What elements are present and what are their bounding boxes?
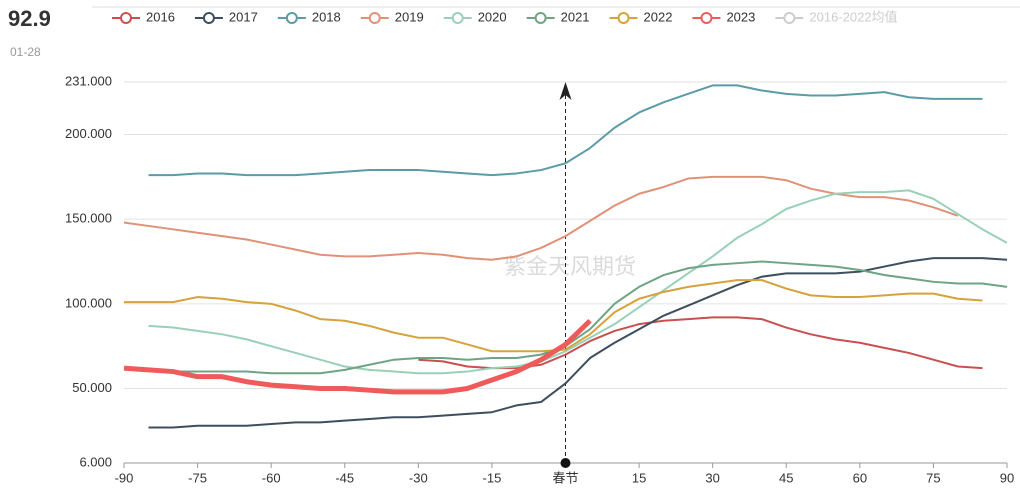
series-line — [123, 175, 959, 261]
legend-marker — [700, 12, 713, 24]
header-value: 92.9 — [8, 6, 51, 31]
header-date: 01-28 — [10, 45, 41, 59]
x-tick-label: -45 — [335, 470, 354, 485]
legend-marker — [285, 12, 298, 24]
x-tick-label: 60 — [853, 470, 867, 485]
x-tick-label: 30 — [705, 470, 719, 485]
legend-marker — [368, 12, 381, 24]
x-tick-label: -60 — [262, 470, 281, 485]
series-line — [148, 84, 983, 177]
series-line — [148, 189, 1008, 375]
legend-label: 2017 — [229, 9, 258, 24]
y-tick-label: 50.000 — [72, 380, 112, 395]
legend-label: 2023 — [726, 9, 755, 24]
x-tick-label: -75 — [188, 470, 207, 485]
y-tick-label: 200.000 — [65, 126, 112, 141]
legend-marker — [534, 12, 547, 24]
legend-marker — [202, 12, 215, 24]
x-tick-label: 45 — [779, 470, 793, 485]
y-tick-label: 231.000 — [65, 73, 112, 88]
legend-marker — [617, 12, 630, 24]
watermark: 紫金天风期货 — [504, 254, 636, 279]
legend-label: 2019 — [395, 9, 424, 24]
legend-label: 2020 — [478, 9, 507, 24]
festival-arrow — [559, 82, 572, 100]
legend-label: 2016 — [146, 9, 175, 24]
y-tick-label: 150.000 — [65, 211, 112, 226]
x-tick-label: -15 — [483, 470, 502, 485]
legend-marker — [451, 12, 464, 24]
x-tick-label: 75 — [926, 470, 940, 485]
x-tick-label: 春节 — [552, 470, 578, 485]
legend-label: 2018 — [312, 9, 341, 24]
legend-marker — [120, 12, 132, 24]
y-tick-label: 6.000 — [79, 454, 112, 469]
y-tick-label: 100.000 — [65, 295, 112, 310]
festival-dot — [560, 458, 571, 468]
series-line — [173, 260, 1008, 375]
legend-marker — [783, 12, 796, 24]
series-line — [418, 316, 983, 370]
x-tick-label: -30 — [409, 470, 428, 485]
series-line — [123, 318, 592, 395]
x-tick-label: -90 — [115, 470, 134, 485]
x-tick-label: 90 — [1000, 470, 1014, 485]
legend-label: 2022 — [644, 9, 673, 24]
x-tick-label: 15 — [632, 470, 646, 485]
legend-label: 2021 — [561, 9, 590, 24]
legend-label: 2016-2022均值 — [809, 9, 897, 24]
